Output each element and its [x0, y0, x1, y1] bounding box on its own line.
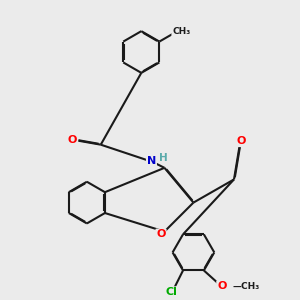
Text: Cl: Cl [166, 287, 177, 297]
Text: N: N [147, 157, 156, 166]
Text: CH₃: CH₃ [172, 27, 190, 36]
Text: O: O [217, 281, 226, 291]
Text: O: O [156, 230, 166, 239]
Text: —CH₃: —CH₃ [233, 282, 260, 291]
Text: O: O [236, 136, 246, 146]
Text: H: H [159, 153, 167, 163]
Text: O: O [68, 135, 77, 145]
